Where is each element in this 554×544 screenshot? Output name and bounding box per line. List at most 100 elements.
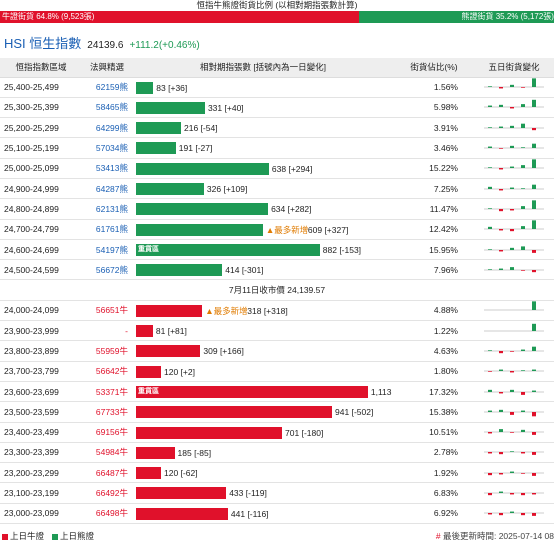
sparkline-bar-day-4 bbox=[521, 104, 525, 108]
table-row[interactable]: 24,000-24,099 56651牛 ▲最多新增 318 [+318] 4.88% bbox=[0, 300, 554, 322]
sparkline-bar-day-5 bbox=[532, 369, 536, 372]
table-row[interactable]: 23,900-23,999- 81 [+81] 1.22% bbox=[0, 320, 554, 342]
most-added-tag: ▲最多新增 bbox=[265, 224, 309, 235]
table-row[interactable]: 25,200-25,299 64299熊 216 [-54] 3.91% bbox=[0, 117, 554, 139]
warrant-code-link[interactable]: 66487牛 bbox=[82, 462, 132, 484]
five-day-sparkline bbox=[484, 323, 544, 332]
bull-ratio-segment: 牛證街貨 64.8% (9,523張) bbox=[0, 11, 359, 23]
sparkline-bar-day-5 bbox=[532, 184, 536, 189]
contracts-cell: 701 [-180] bbox=[132, 422, 394, 443]
contracts-value: 634 bbox=[271, 204, 286, 215]
five-day-sparkline bbox=[484, 78, 544, 89]
contracts-value: 638 bbox=[271, 163, 287, 174]
sparkline-cell bbox=[474, 239, 554, 261]
range-cell: 23,100-23,199 bbox=[0, 482, 82, 504]
sparkline-bar-day-3 bbox=[510, 229, 514, 232]
table-row[interactable]: 25,300-25,399 58465熊 331 [+40] 5.98% bbox=[0, 97, 554, 119]
sparkline-bar-day-2 bbox=[499, 168, 503, 170]
warrant-code-link[interactable]: 69156牛 bbox=[82, 422, 132, 443]
sparkline-bar-day-4 bbox=[521, 513, 525, 516]
table-row[interactable]: 23,000-23,099 66498牛 441 [-116] 6.92% bbox=[0, 503, 554, 525]
sparkline-bar-day-5 bbox=[532, 200, 536, 209]
sparkline-bar-day-4 bbox=[521, 410, 525, 412]
table-row[interactable]: 25,100-25,199 57034熊 191 [-27] 3.46% bbox=[0, 137, 554, 159]
contracts-label: 318 [+318] bbox=[247, 301, 288, 320]
warrant-code-link[interactable]: 53413熊 bbox=[82, 158, 132, 179]
table-row[interactable]: 24,900-24,999 64287熊 326 [+109] 7.25% bbox=[0, 178, 554, 200]
sparkline-bar-day-5 bbox=[532, 100, 536, 108]
range-cell: 24,900-24,999 bbox=[0, 178, 82, 200]
contracts-change: [+282] bbox=[287, 204, 312, 215]
table-row[interactable]: 24,500-24,599 56672熊 414 [-301] 7.96% bbox=[0, 259, 554, 281]
warrant-code-link[interactable]: 64287熊 bbox=[82, 178, 132, 200]
warrant-code-link[interactable]: 66498牛 bbox=[82, 503, 132, 525]
sparkline-bar-day-1 bbox=[488, 86, 492, 88]
sparkline-bar-day-3 bbox=[510, 511, 514, 514]
warrant-code-link[interactable]: - bbox=[82, 320, 132, 342]
warrant-code-link[interactable]: 54984牛 bbox=[82, 442, 132, 464]
table-row[interactable]: 25,000-25,099 53413熊 638 [+294] 15.22% bbox=[0, 158, 554, 179]
warrant-code-link[interactable]: 62159熊 bbox=[82, 77, 132, 98]
table-row[interactable]: 23,500-23,599 67733牛 941 [-502] 15.38% bbox=[0, 401, 554, 423]
contracts-cell: ▲最多新增 609 [+327] bbox=[132, 219, 394, 240]
table-row[interactable]: 24,700-24,799 61761熊 ▲最多新增 609 [+327] 12.42% bbox=[0, 219, 554, 240]
index-name[interactable]: HSI 恒生指數 bbox=[4, 36, 82, 51]
cbbc-distribution-table: 恒指指數區域 法興精選 相對期指張數 [括號內為一日變化] 街貨佔比(%) 五日… bbox=[0, 58, 554, 525]
sparkline-bar-day-3 bbox=[510, 432, 514, 433]
warrant-code-link[interactable]: 53371牛 bbox=[82, 381, 132, 403]
table-row[interactable]: 25,400-25,499 62159熊 83 [+36] 1.56% bbox=[0, 77, 554, 98]
header-range: 恒指指數區域 bbox=[0, 58, 82, 78]
range-cell: 23,200-23,299 bbox=[0, 462, 82, 484]
index-change: +111.2(+0.46%) bbox=[129, 40, 200, 51]
range-cell: 23,800-23,899 bbox=[0, 340, 82, 362]
five-day-sparkline bbox=[484, 123, 544, 130]
sparkline-bar-day-4 bbox=[521, 187, 525, 189]
warrant-code-link[interactable]: 67733牛 bbox=[82, 401, 132, 423]
warrant-code-link[interactable]: 57034熊 bbox=[82, 137, 132, 159]
sparkline-bar-day-5 bbox=[532, 452, 536, 456]
sparkline-cell bbox=[474, 320, 554, 342]
sparkline-bar-day-3 bbox=[510, 451, 514, 453]
range-cell: 23,400-23,499 bbox=[0, 422, 82, 443]
header-contracts: 相對期指張數 [括號內為一日變化] bbox=[132, 58, 394, 78]
warrant-code-link[interactable]: 66492牛 bbox=[82, 482, 132, 504]
contracts-value: 414 bbox=[225, 265, 240, 276]
sparkline-bar-day-5 bbox=[532, 159, 536, 169]
warrant-code-link[interactable]: 54197熊 bbox=[82, 239, 132, 261]
warrant-code-link[interactable]: 62131熊 bbox=[82, 198, 132, 220]
sparkline-bar-day-2 bbox=[499, 391, 503, 394]
bear-contracts-bar bbox=[136, 203, 269, 216]
sparkline-bar-day-5 bbox=[532, 323, 536, 331]
sparkline-bar-day-4 bbox=[521, 245, 525, 250]
table-row[interactable]: 24,600-24,699 54197熊 重貨區 882 [-153] 15.95% bbox=[0, 239, 554, 261]
warrant-code-link[interactable]: 61761熊 bbox=[82, 219, 132, 240]
table-row[interactable]: 23,400-23,499 69156牛 701 [-180] 10.51% bbox=[0, 422, 554, 443]
contracts-change: [+40] bbox=[224, 102, 244, 113]
contracts-change: [+166] bbox=[219, 346, 244, 357]
warrant-code-link[interactable]: 56642牛 bbox=[82, 361, 132, 382]
table-row[interactable]: 23,300-23,399 54984牛 185 [-85] 2.78% bbox=[0, 442, 554, 464]
sparkline-bar-day-2 bbox=[499, 268, 503, 270]
share-pct-cell: 1.22% bbox=[394, 320, 474, 342]
bear-contracts-bar bbox=[136, 122, 181, 135]
warrant-code-link[interactable]: 56672熊 bbox=[82, 259, 132, 281]
legend-bull-label: 上日牛證 bbox=[10, 531, 45, 541]
contracts-change: [+318] bbox=[263, 305, 288, 316]
warrant-code-link[interactable]: 58465熊 bbox=[82, 97, 132, 119]
table-header-row: 恒指指數區域 法興精選 相對期指張數 [括號內為一日變化] 街貨佔比(%) 五日… bbox=[0, 58, 554, 78]
table-row[interactable]: 23,800-23,899 55959牛 309 [+166] 4.63% bbox=[0, 340, 554, 362]
sparkline-bar-day-1 bbox=[488, 146, 492, 149]
table-row[interactable]: 23,200-23,299 66487牛 120 [-62] 1.92% bbox=[0, 462, 554, 484]
sparkline-bar-day-4 bbox=[521, 206, 525, 209]
sparkline-bar-day-2 bbox=[499, 491, 503, 494]
bear-contracts-bar bbox=[136, 264, 223, 277]
warrant-code-link[interactable]: 56651牛 bbox=[82, 300, 132, 322]
contracts-value: 882 bbox=[322, 244, 337, 255]
table-row[interactable]: 23,700-23,799 56642牛 120 [+2] 1.80% bbox=[0, 361, 554, 382]
range-cell: 24,700-24,799 bbox=[0, 219, 82, 240]
table-row[interactable]: 23,100-23,199 66492牛 433 [-119] 6.83% bbox=[0, 482, 554, 504]
warrant-code-link[interactable]: 64299熊 bbox=[82, 117, 132, 139]
warrant-code-link[interactable]: 55959牛 bbox=[82, 340, 132, 362]
table-row[interactable]: 24,800-24,899 62131熊 634 [+282] 11.47% bbox=[0, 198, 554, 220]
